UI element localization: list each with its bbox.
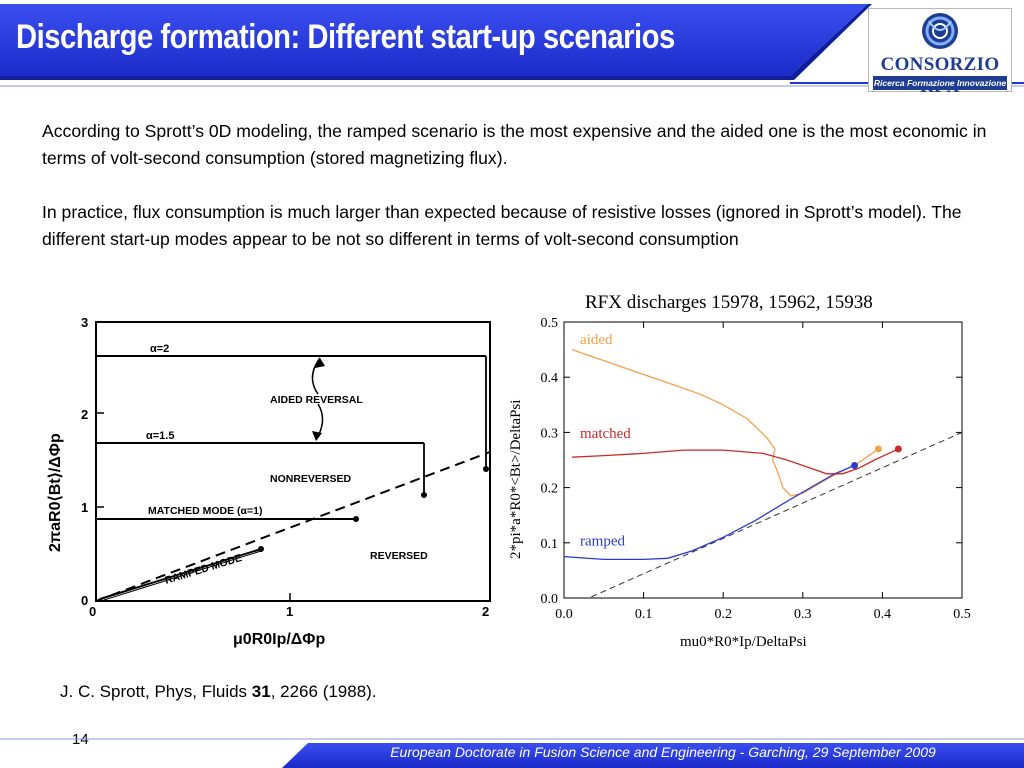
rfx-chart-svg: RFX discharges 15978, 15962, 15938 mu0*R… — [508, 292, 971, 650]
body-paragraph-2: In practice, flux consumption is much la… — [42, 202, 962, 249]
rfx-ytick-label: 0.2 — [541, 482, 559, 497]
logo-emblem-icon — [922, 13, 958, 49]
rfx-xtick-label: 0.0 — [555, 607, 573, 622]
rfx-xlabel: mu0*R0*Ip/DeltaPsi — [680, 634, 807, 650]
rfx-legend-aided: aided — [580, 332, 613, 348]
rfx-series-ramped — [563, 464, 855, 561]
sprott-label-reversed: REVERSED — [370, 550, 428, 562]
rfx-chart-title: RFX discharges 15978, 15962, 15938 — [585, 292, 873, 313]
body-paragraph-1: According to Sprott’s 0D modeling, the r… — [42, 121, 987, 168]
rfx-ytick-label: 0.4 — [541, 371, 559, 386]
sprott-plot-frame — [95, 321, 491, 602]
sprott-label-nonreversed: NONREVERSED — [270, 473, 352, 485]
sprott-ytick-0: 0 — [81, 593, 88, 608]
sprott-diagonal-dashed — [95, 451, 491, 602]
rfx-ylabel: 2*pi*a*R0*<Bt>/DeltaPsi — [508, 400, 524, 559]
sprott-xtick-2: 2 — [482, 604, 489, 619]
sprott-xlabel: μ0R0Ip/ΔΦp — [233, 631, 325, 648]
reference-volume: 31 — [251, 682, 271, 701]
rfx-ytick-label: 0.5 — [541, 316, 559, 331]
rfx-ytick-label: 0.3 — [541, 426, 559, 441]
rfx-legend-matched: matched — [580, 426, 631, 442]
rfx-endpoint-aided — [874, 445, 882, 453]
sprott-ytick-1: 1 — [81, 500, 88, 515]
rfx-xtick-label: 0.2 — [714, 607, 732, 622]
slide-title: Discharge formation: Different start-up … — [16, 18, 675, 56]
logo-tagline: Ricerca Formazione Innovazione — [873, 76, 1007, 90]
rfx-endpoint-ramped — [851, 462, 859, 470]
consorzio-rfx-logo: CONSORZIO RFX Ricerca Formazione Innovaz… — [868, 8, 1012, 97]
rfx-chart: RFX discharges 15978, 15962, 15938 mu0*R… — [500, 284, 990, 659]
sprott-ytick-2: 2 — [81, 407, 88, 422]
reference-rest: , 2266 (1988). — [270, 682, 377, 701]
sprott-point-matched — [353, 516, 359, 522]
sprott-label-aided-reversal: AIDED REVERSAL — [270, 394, 363, 406]
reference-citation: J. C. Sprott, Phys, Fluids 31, 2266 (198… — [60, 682, 377, 702]
rfx-legend-ramped: ramped — [580, 534, 625, 550]
rfx-plot-frame — [563, 321, 963, 599]
footer-text: European Doctorate in Fusion Science and… — [390, 744, 936, 760]
sprott-diagram: 0 1 2 3 0 1 2 α=2 α=1.5 AIDED REVERSAL N… — [38, 302, 498, 667]
rfx-xtick-label: 0.4 — [874, 607, 892, 622]
reference-authors: J. C. Sprott, Phys, Fluids — [60, 682, 252, 701]
sprott-label-ramped: RAMPED MODE — [163, 552, 243, 587]
sprott-ytick-3: 3 — [81, 315, 88, 330]
sprott-xtick-0: 0 — [89, 604, 96, 619]
sprott-point-a15 — [421, 492, 427, 498]
rfx-series-matched — [571, 448, 899, 475]
rfx-diagonal-dashed — [587, 431, 962, 598]
sprott-label-matched: MATCHED MODE (α=1) — [148, 505, 262, 517]
sprott-label-alpha1_5: α=1.5 — [146, 430, 174, 442]
rfx-endpoint-matched — [894, 445, 902, 453]
rfx-xtick-label: 0.5 — [953, 607, 971, 622]
rfx-xtick-label: 0.1 — [635, 607, 653, 622]
sprott-diagram-svg: 0 1 2 3 0 1 2 α=2 α=1.5 AIDED REVERSAL N… — [47, 315, 491, 648]
rfx-ytick-label: 0.0 — [541, 592, 559, 607]
footer-band — [0, 738, 1024, 768]
rfx-xtick-label: 0.3 — [794, 607, 812, 622]
sprott-label-alpha2: α=2 — [150, 343, 169, 355]
sprott-xtick-1: 1 — [286, 604, 293, 619]
sprott-point-a2 — [483, 466, 489, 472]
rfx-series-aided — [571, 348, 879, 497]
rfx-ytick-label: 0.1 — [541, 537, 559, 552]
sprott-ylabel: 2πaR0⟨Bt⟩/ΔΦp — [47, 433, 64, 552]
title-bar: Discharge formation: Different start-up … — [0, 0, 1024, 95]
